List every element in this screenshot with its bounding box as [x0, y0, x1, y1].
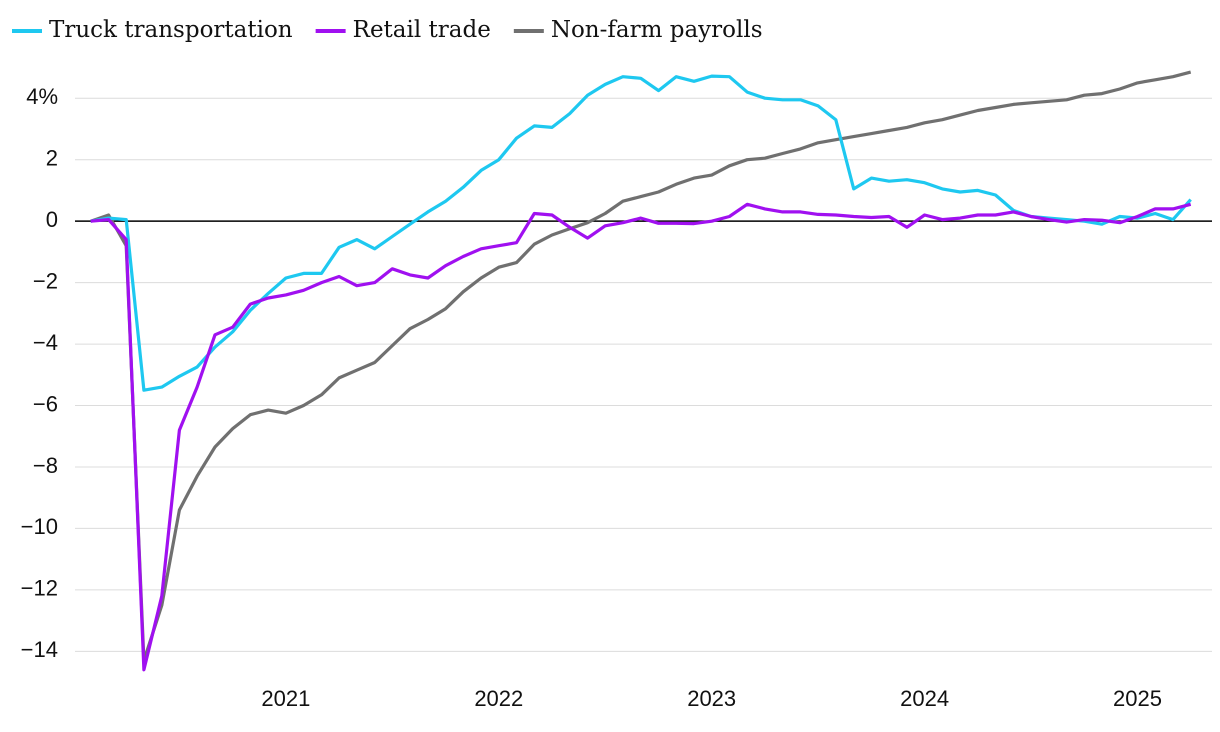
y-tick-label: −12: [21, 576, 58, 601]
y-tick-label: 0: [46, 207, 58, 232]
x-tick-label: 2024: [900, 686, 949, 711]
y-tick-label: −4: [33, 330, 58, 355]
series-line: [90, 70, 1192, 663]
series-line: [90, 74, 1192, 392]
y-tick-label: 2: [46, 146, 58, 171]
legend-label: Truck transportation: [49, 17, 293, 43]
legend-label: Retail trade: [353, 17, 491, 43]
x-tick-label: 2021: [261, 686, 310, 711]
y-tick-label: −10: [21, 514, 58, 539]
x-tick-label: 2023: [687, 686, 736, 711]
x-tick-label: 2022: [474, 686, 523, 711]
legend-label: Non-farm payrolls: [551, 17, 763, 43]
y-tick-label: −14: [21, 637, 58, 662]
x-tick-label: 2025: [1113, 686, 1162, 711]
series-line: [90, 202, 1192, 672]
y-tick-label: 4%: [26, 84, 58, 109]
y-tick-label: −2: [33, 268, 58, 293]
y-tick-label: −6: [33, 391, 58, 416]
y-tick-label: −8: [33, 453, 58, 478]
